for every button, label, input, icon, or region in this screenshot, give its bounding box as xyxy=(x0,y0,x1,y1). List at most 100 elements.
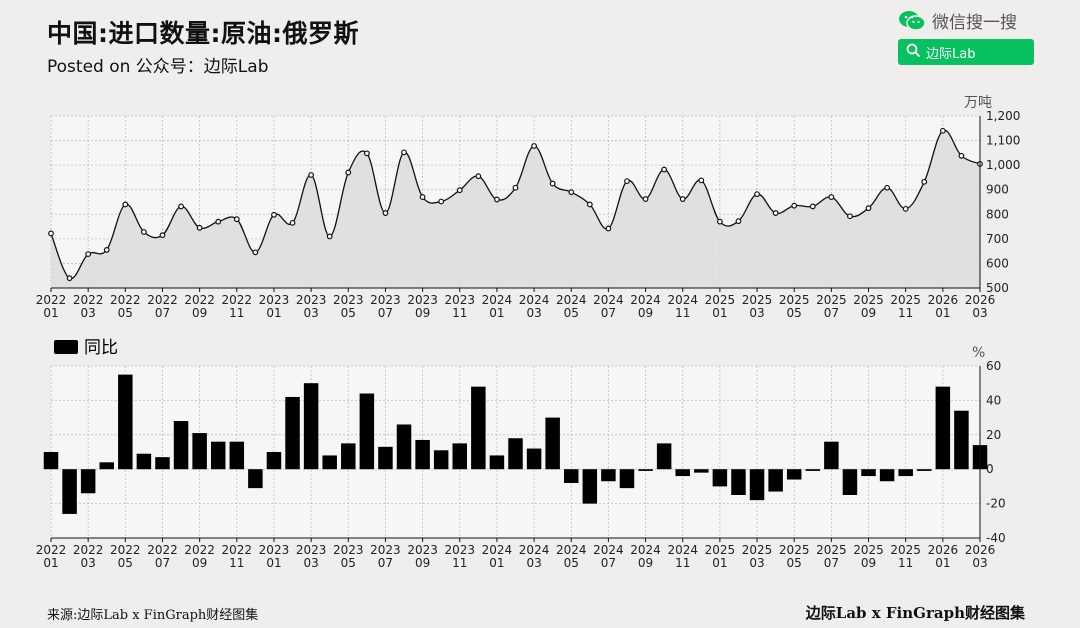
line-x-tick-year: 2022 xyxy=(184,293,215,307)
data-point xyxy=(438,198,445,205)
line-x-tick-year: 2024 xyxy=(482,293,513,307)
bar xyxy=(322,455,337,470)
data-point xyxy=(698,177,705,184)
data-point xyxy=(326,233,333,240)
data-point xyxy=(605,225,612,232)
data-point xyxy=(456,187,463,194)
bar-x-tick-month: 03 xyxy=(526,556,541,570)
data-point xyxy=(624,178,630,185)
bar-x-tick-month: 07 xyxy=(378,556,393,570)
data-point xyxy=(66,275,73,282)
data-point xyxy=(103,247,110,253)
line-x-tick-year: 2022 xyxy=(36,293,67,307)
line-x-tick-month: 09 xyxy=(415,306,430,320)
bar xyxy=(508,438,523,470)
data-point xyxy=(48,230,54,237)
line-x-tick-month: 03 xyxy=(81,306,96,320)
line-x-tick-month: 05 xyxy=(341,306,356,320)
bar xyxy=(861,469,876,477)
bar-y-tick-label: 0 xyxy=(986,462,994,476)
bar xyxy=(954,410,969,470)
bar xyxy=(248,469,263,489)
line-x-tick-month: 07 xyxy=(378,306,393,320)
line-x-tick-month: 01 xyxy=(266,306,281,320)
bar-x-tick-month: 11 xyxy=(898,556,913,570)
bar xyxy=(805,469,821,471)
bar-y-tick-label: 20 xyxy=(986,428,1001,442)
bar-x-tick-month: 03 xyxy=(749,556,764,570)
bar xyxy=(173,421,189,470)
line-x-tick-year: 2023 xyxy=(259,293,290,307)
line-x-tick-year: 2023 xyxy=(333,293,364,307)
line-y-tick-label: 1,100 xyxy=(986,134,1020,148)
bar-x-tick-year: 2025 xyxy=(705,543,736,557)
bar-x-tick-month: 01 xyxy=(43,556,58,570)
line-x-tick-year: 2024 xyxy=(556,293,587,307)
data-point xyxy=(772,210,779,216)
bar-x-tick-year: 2024 xyxy=(630,543,661,557)
data-point xyxy=(178,203,184,210)
bar-x-tick-month: 05 xyxy=(564,556,579,570)
line-x-tick-month: 11 xyxy=(675,306,690,320)
data-point xyxy=(512,184,519,191)
data-point xyxy=(345,169,352,176)
bar xyxy=(694,469,709,473)
data-point xyxy=(921,178,928,185)
bar-x-tick-year: 2023 xyxy=(296,543,327,557)
bar-x-tick-month: 11 xyxy=(452,556,467,570)
line-x-tick-month: 09 xyxy=(638,306,653,320)
line-x-tick-month: 05 xyxy=(564,306,579,320)
bar-x-tick-month: 05 xyxy=(341,556,356,570)
bar xyxy=(824,441,839,470)
data-point xyxy=(661,166,668,173)
data-point xyxy=(85,251,92,257)
bar xyxy=(229,441,245,470)
line-x-tick-month: 01 xyxy=(43,306,58,320)
bar xyxy=(489,455,505,470)
bar xyxy=(917,469,932,471)
bar-y-tick-label: 60 xyxy=(986,359,1001,373)
data-point xyxy=(902,205,909,212)
search-icon xyxy=(906,43,920,61)
line-x-tick-month: 03 xyxy=(526,306,541,320)
data-point xyxy=(271,211,277,218)
search-button[interactable]: 边际Lab xyxy=(898,39,1034,65)
bar-x-tick-year: 2024 xyxy=(593,543,624,557)
line-x-tick-year: 2026 xyxy=(965,293,996,307)
bar xyxy=(341,443,356,470)
data-point xyxy=(884,184,890,191)
line-x-tick-year: 2022 xyxy=(147,293,178,307)
bar-x-tick-month: 03 xyxy=(81,556,96,570)
bar xyxy=(155,457,170,470)
data-point xyxy=(289,219,296,226)
data-point xyxy=(958,152,965,159)
search-button-label: 边际Lab xyxy=(926,46,976,62)
data-point xyxy=(549,180,556,187)
bar-x-tick-year: 2023 xyxy=(407,543,438,557)
data-point xyxy=(419,194,426,200)
line-y-tick-label: 1,200 xyxy=(986,109,1020,123)
bar-x-tick-year: 2022 xyxy=(110,543,141,557)
line-x-tick-month: 03 xyxy=(972,306,987,320)
line-x-tick-month: 01 xyxy=(712,306,727,320)
bar-x-tick-month: 05 xyxy=(118,556,133,570)
data-point xyxy=(215,218,222,225)
bar-x-tick-year: 2022 xyxy=(36,543,67,557)
bar xyxy=(842,469,858,495)
line-y-tick-label: 900 xyxy=(986,183,1009,197)
series-line xyxy=(50,129,981,280)
bar-x-tick-year: 2025 xyxy=(890,543,921,557)
bar xyxy=(786,469,802,480)
line-x-tick-year: 2024 xyxy=(519,293,550,307)
data-point xyxy=(122,201,129,208)
bar-x-tick-month: 01 xyxy=(935,556,950,570)
bar-x-tick-month: 11 xyxy=(675,556,690,570)
bar-x-tick-year: 2022 xyxy=(222,543,253,557)
bar-x-tick-year: 2023 xyxy=(259,543,290,557)
legend-label: 同比 xyxy=(84,338,118,358)
line-y-tick-label: 800 xyxy=(986,207,1009,221)
bar xyxy=(136,453,152,470)
bar xyxy=(471,386,486,470)
bar-x-tick-year: 2025 xyxy=(779,543,810,557)
data-point xyxy=(642,196,649,202)
